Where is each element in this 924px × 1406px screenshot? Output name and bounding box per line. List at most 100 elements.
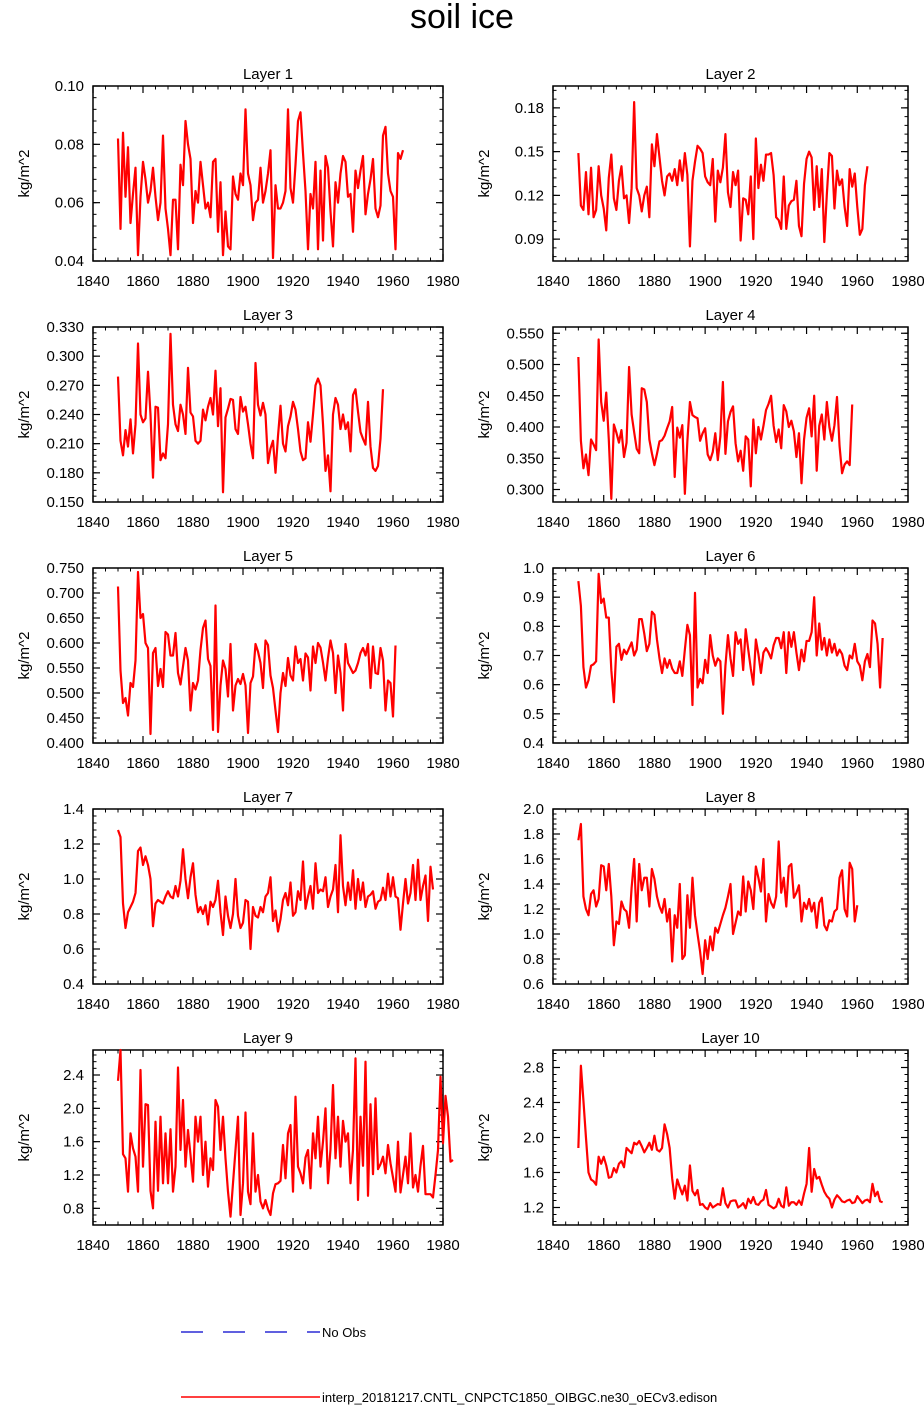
y-tick-label: 0.550	[46, 660, 84, 677]
y-axis-label: kg/m^2	[476, 632, 493, 680]
y-tick-label: 1.2	[63, 1167, 84, 1184]
x-tick-label: 1860	[126, 1237, 159, 1254]
chart-panel-2: Layer 2 kg/m^2 1840 1860 1880 1900 1920 1940 196…	[476, 66, 924, 290]
panel-title: Layer 9	[243, 1030, 293, 1047]
x-tick-label: 1840	[536, 755, 569, 772]
x-tick-label: 1840	[76, 273, 109, 290]
x-tick-label: 1940	[790, 514, 823, 531]
legend: No Obs interp_20181217.CNTL_CNPCTC1850_OI…	[181, 1325, 717, 1405]
x-tick-label: 1960	[376, 996, 409, 1013]
x-tick-label: 1960	[376, 273, 409, 290]
x-tick-label: 1860	[587, 755, 620, 772]
x-tick-label: 1900	[688, 996, 721, 1013]
x-tick-label: 1880	[638, 514, 671, 531]
y-tick-label: 2.4	[523, 1095, 544, 1112]
y-axis-label: kg/m^2	[476, 1114, 493, 1162]
x-tick-label: 1920	[739, 1237, 772, 1254]
y-tick-label: 0.750	[46, 560, 84, 577]
x-tick-label: 1940	[790, 755, 823, 772]
panel-title: Layer 3	[243, 307, 293, 324]
chart-panel-10: Layer 10 kg/m^2 1840 1860 1880 1900 1920 1940 19…	[476, 1030, 924, 1254]
x-tick-label: 1840	[536, 1237, 569, 1254]
x-tick-label: 1900	[688, 755, 721, 772]
y-tick-label: 1.0	[523, 560, 544, 577]
x-tick-label: 1940	[326, 273, 359, 290]
x-tick-label: 1980	[891, 273, 924, 290]
y-axis-label: kg/m^2	[16, 632, 33, 680]
y-tick-label: 0.15	[515, 144, 544, 161]
x-tick-label: 1860	[587, 514, 620, 531]
x-tick-label: 1960	[841, 755, 874, 772]
y-tick-label: 0.150	[46, 494, 84, 511]
series-line	[116, 1048, 454, 1218]
y-tick-label: 0.650	[46, 610, 84, 627]
chart-panel-4: Layer 4 kg/m^2 1840 1860 1880 1900 1920 1940 196…	[476, 307, 924, 531]
y-tick-label: 0.450	[46, 710, 84, 727]
panel-title: Layer 5	[243, 548, 293, 565]
y-tick-label: 1.4	[63, 801, 84, 818]
x-tick-label: 1900	[688, 1237, 721, 1254]
x-tick-label: 1960	[841, 1237, 874, 1254]
x-tick-label: 1880	[638, 996, 671, 1013]
y-tick-label: 1.6	[523, 1165, 544, 1182]
series-line	[577, 822, 859, 976]
plot-frame	[552, 1049, 909, 1226]
y-tick-label: 0.06	[55, 195, 84, 212]
y-tick-label: 0.5	[523, 706, 544, 723]
x-tick-label: 1900	[688, 273, 721, 290]
y-tick-label: 0.700	[46, 585, 84, 602]
x-tick-label: 1900	[688, 514, 721, 531]
x-tick-label: 1940	[790, 1237, 823, 1254]
panel-title: Layer 8	[705, 789, 755, 806]
y-tick-label: 0.04	[55, 253, 84, 270]
y-axis-label: kg/m^2	[476, 391, 493, 439]
chart-panel-6: Layer 6 kg/m^2 1840 1860 1880 1900 1920 1940 196…	[476, 548, 924, 772]
y-tick-label: 0.08	[55, 136, 84, 153]
x-tick-label: 1920	[739, 755, 772, 772]
y-tick-label: 2.4	[63, 1067, 84, 1084]
x-tick-label: 1920	[739, 273, 772, 290]
y-tick-label: 0.10	[55, 78, 84, 95]
x-tick-label: 1900	[226, 514, 259, 531]
series-line	[577, 1064, 883, 1211]
y-tick-label: 0.550	[506, 325, 544, 342]
x-tick-label: 1840	[536, 996, 569, 1013]
x-tick-label: 1900	[226, 996, 259, 1013]
x-tick-label: 1940	[326, 755, 359, 772]
y-tick-label: 0.450	[506, 388, 544, 405]
x-tick-label: 1900	[226, 273, 259, 290]
chart-panel-7: Layer 7 kg/m^2 1840 1860 1880 1900 1920 1940 196…	[16, 789, 460, 1013]
y-tick-label: 2.0	[63, 1100, 84, 1117]
y-tick-label: 1.0	[63, 871, 84, 888]
y-axis-label: kg/m^2	[476, 150, 493, 198]
x-tick-label: 1860	[126, 996, 159, 1013]
y-tick-label: 0.6	[63, 941, 84, 958]
y-tick-label: 0.350	[506, 450, 544, 467]
y-tick-label: 0.4	[63, 976, 84, 993]
x-tick-label: 1860	[126, 273, 159, 290]
x-tick-label: 1840	[536, 514, 569, 531]
y-tick-label: 0.500	[506, 357, 544, 374]
y-tick-label: 0.12	[515, 187, 544, 204]
y-tick-label: 1.2	[63, 836, 84, 853]
x-tick-label: 1880	[638, 273, 671, 290]
y-tick-label: 0.7	[523, 648, 544, 665]
x-tick-label: 1860	[587, 273, 620, 290]
x-tick-label: 1840	[76, 514, 109, 531]
y-tick-label: 1.2	[523, 1200, 544, 1217]
y-tick-label: 0.18	[515, 100, 544, 117]
y-axis-label: kg/m^2	[16, 873, 33, 921]
x-tick-label: 1840	[76, 1237, 109, 1254]
x-tick-label: 1980	[426, 755, 459, 772]
series-line	[116, 829, 435, 951]
panel-title: Layer 7	[243, 789, 293, 806]
y-tick-label: 0.400	[46, 735, 84, 752]
plot-frame	[92, 1049, 444, 1226]
x-tick-label: 1960	[376, 514, 409, 531]
x-tick-label: 1920	[276, 996, 309, 1013]
y-tick-label: 0.300	[506, 482, 544, 499]
x-tick-label: 1880	[176, 273, 209, 290]
chart-panel-5: Layer 5 kg/m^2 1840 1860 1880 1900 1920 1940 196…	[16, 548, 460, 772]
x-tick-label: 1940	[790, 273, 823, 290]
y-tick-label: 1.8	[523, 826, 544, 843]
